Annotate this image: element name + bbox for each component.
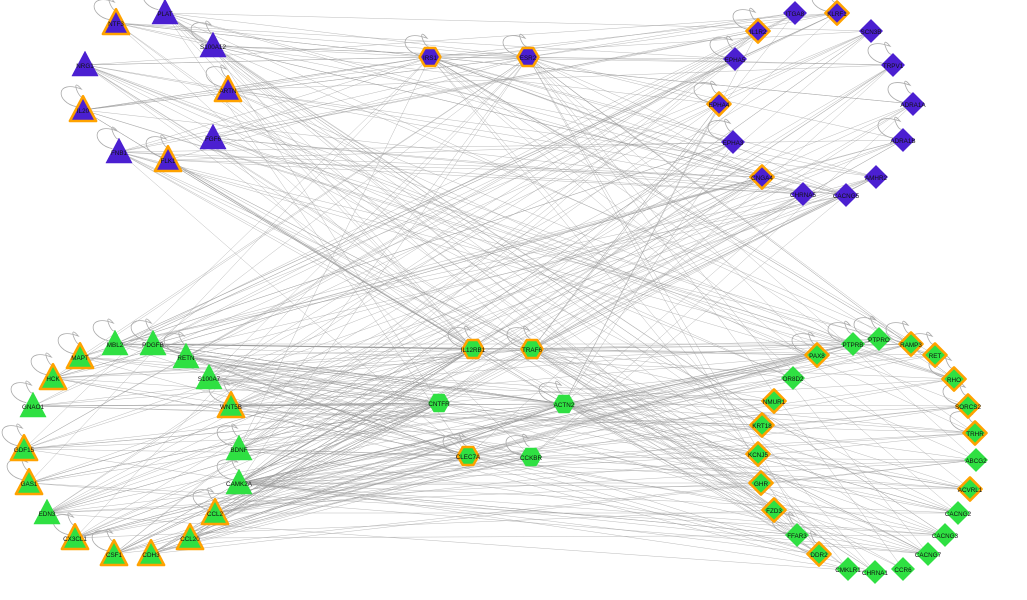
svg-text:EDN3: EDN3 [39, 511, 56, 518]
svg-text:CHRNA5: CHRNA5 [790, 192, 816, 199]
svg-text:S100A12: S100A12 [200, 44, 226, 51]
svg-text:TRHR: TRHR [966, 431, 984, 438]
svg-text:CACNG7: CACNG7 [915, 552, 942, 559]
svg-text:CACNG5: CACNG5 [833, 193, 860, 200]
svg-text:AMHR2: AMHR2 [865, 175, 888, 182]
svg-text:CCL20: CCL20 [180, 536, 200, 543]
svg-text:RET: RET [929, 353, 942, 360]
svg-text:ABCG2: ABCG2 [965, 458, 987, 465]
svg-text:FZD3: FZD3 [766, 508, 782, 515]
svg-text:FLK1: FLK1 [160, 158, 176, 165]
svg-text:GHR: GHR [754, 481, 768, 488]
svg-text:SCN3B: SCN3B [861, 29, 882, 36]
svg-text:CSF1: CSF1 [106, 552, 123, 559]
svg-text:DDR2: DDR2 [810, 552, 828, 559]
svg-text:CACNG2: CACNG2 [945, 511, 972, 518]
svg-text:CAMK2A: CAMK2A [226, 481, 253, 488]
svg-text:RHO: RHO [947, 377, 961, 384]
svg-text:EPHA3: EPHA3 [723, 140, 744, 147]
svg-text:BDNF: BDNF [230, 447, 247, 454]
svg-text:CCR6: CCR6 [894, 567, 912, 574]
svg-text:GDF15: GDF15 [14, 447, 35, 454]
svg-text:IL12RB1: IL12RB1 [461, 347, 486, 354]
svg-text:NTF3: NTF3 [108, 21, 124, 28]
svg-text:KCNJ5: KCNJ5 [748, 452, 768, 459]
svg-text:IL1R2: IL1R2 [750, 29, 767, 36]
svg-text:ACTN2: ACTN2 [554, 402, 575, 409]
svg-text:ADRA1A: ADRA1A [900, 102, 926, 109]
svg-text:IRS1: IRS1 [423, 55, 437, 62]
svg-text:ARTN: ARTN [219, 88, 236, 95]
svg-text:CDH3: CDH3 [142, 552, 160, 559]
svg-text:KRT18: KRT18 [752, 423, 772, 430]
svg-text:TRPV1: TRPV1 [883, 63, 904, 70]
svg-text:CHRNA1: CHRNA1 [862, 570, 888, 577]
svg-text:RAMP3: RAMP3 [900, 342, 922, 349]
svg-text:ITGA8: ITGA8 [786, 11, 805, 18]
svg-text:GNAO1: GNAO1 [22, 404, 45, 411]
svg-text:ACVRL1: ACVRL1 [958, 487, 983, 494]
svg-text:CNGA4: CNGA4 [751, 175, 773, 182]
svg-text:PTPRO: PTPRO [868, 337, 890, 344]
svg-text:FGF6: FGF6 [205, 136, 222, 143]
svg-text:NMUR1: NMUR1 [763, 399, 786, 406]
svg-text:MAPT: MAPT [71, 355, 89, 362]
svg-text:PTPRB: PTPRB [843, 342, 864, 349]
svg-text:CNTFR: CNTFR [428, 401, 450, 408]
svg-text:CACNG3: CACNG3 [932, 533, 959, 540]
svg-text:IL20: IL20 [77, 108, 90, 115]
svg-text:RETN: RETN [177, 355, 195, 362]
svg-text:CLEC7A: CLEC7A [456, 454, 481, 461]
svg-text:PDGFB: PDGFB [142, 342, 164, 349]
svg-text:MBL2: MBL2 [107, 342, 124, 349]
svg-text:ADRA1B: ADRA1B [890, 138, 915, 145]
svg-text:SORCS2: SORCS2 [955, 404, 981, 411]
svg-text:CCL2: CCL2 [207, 511, 224, 518]
svg-text:S100A7: S100A7 [198, 376, 221, 383]
svg-text:EPHA4: EPHA4 [709, 102, 730, 109]
svg-text:FFAR3: FFAR3 [787, 533, 807, 540]
svg-text:PAX8: PAX8 [809, 353, 825, 360]
svg-text:EPHA5: EPHA5 [725, 57, 746, 64]
svg-text:PLAT: PLAT [157, 11, 172, 18]
svg-text:ESR2: ESR2 [520, 55, 537, 62]
svg-text:FNB1: FNB1 [111, 150, 128, 157]
svg-text:OR8D2: OR8D2 [783, 376, 804, 383]
svg-text:KLRF1: KLRF1 [827, 11, 847, 18]
svg-text:WNT5B: WNT5B [220, 404, 242, 411]
svg-text:TRAF6: TRAF6 [522, 347, 542, 354]
svg-text:CMKLR1: CMKLR1 [835, 567, 861, 574]
svg-text:NRG1: NRG1 [76, 63, 94, 70]
svg-text:HCK: HCK [46, 376, 60, 383]
svg-text:GAS1: GAS1 [21, 481, 38, 488]
svg-text:CX3CL1: CX3CL1 [63, 536, 87, 543]
svg-text:CCKBR: CCKBR [520, 455, 542, 462]
